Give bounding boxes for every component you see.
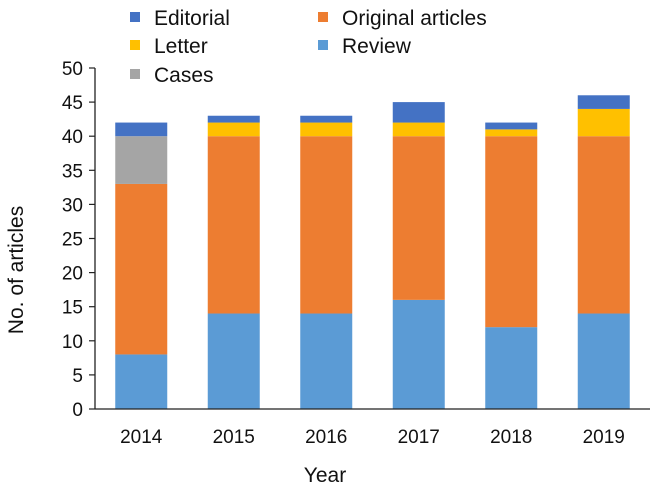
y-tick-label: 5 — [72, 366, 83, 387]
bar-original-articles-2014 — [115, 183, 168, 355]
bar-editorial-2018 — [485, 122, 538, 130]
bar-original-articles-2016 — [300, 136, 353, 314]
bar-editorial-2015 — [207, 115, 260, 123]
y-tick-label: 15 — [62, 298, 83, 319]
legend-label: Letter — [154, 35, 208, 58]
x-tick-label: 2018 — [490, 427, 532, 448]
bar-review-2015 — [207, 313, 260, 409]
y-tick-label: 10 — [62, 332, 83, 353]
y-tick-label: 30 — [62, 195, 83, 216]
bar-original-articles-2015 — [207, 136, 260, 314]
bar-cases-2014 — [115, 136, 168, 184]
legend-swatch — [130, 12, 140, 22]
bar-review-2018 — [485, 327, 538, 409]
bar-editorial-2016 — [300, 115, 353, 123]
bar-review-2017 — [392, 299, 445, 409]
x-tick-label: 2019 — [583, 427, 625, 448]
y-tick-label: 40 — [62, 127, 83, 148]
y-tick-label: 20 — [62, 264, 83, 285]
legend-label: Review — [342, 35, 412, 58]
bar-review-2019 — [577, 313, 630, 409]
x-tick-label: 2017 — [398, 427, 440, 448]
legend-label: Editorial — [154, 7, 230, 30]
x-axis-title: Year — [304, 464, 346, 487]
bar-review-2014 — [115, 354, 168, 409]
x-tick-label: 2014 — [120, 427, 163, 448]
legend-label: Original articles — [342, 7, 487, 30]
y-tick-label: 0 — [72, 400, 83, 421]
bar-editorial-2019 — [577, 95, 630, 109]
legend-label: Cases — [154, 64, 214, 87]
bar-original-articles-2018 — [485, 136, 538, 328]
bars — [115, 95, 630, 409]
bar-review-2016 — [300, 313, 353, 409]
legend-swatch — [318, 40, 328, 50]
x-tick-label: 2016 — [305, 427, 347, 448]
y-axis: 0 5 10 15 20 25 30 35 40 45 50 — [62, 59, 96, 421]
legend: Editorial Original articles Letter Review Ca… — [130, 7, 487, 87]
legend-swatch — [130, 40, 140, 50]
bar-editorial-2014 — [115, 122, 168, 137]
legend-swatch — [318, 12, 328, 22]
y-tick-label: 25 — [62, 230, 83, 251]
bar-letter-2015 — [207, 122, 260, 137]
x-axis: 2014 2015 2016 2017 2018 2019 — [95, 408, 650, 448]
bar-letter-2019 — [577, 108, 630, 137]
bar-editorial-2017 — [392, 102, 445, 123]
legend-swatch — [130, 69, 140, 79]
bar-letter-2017 — [392, 122, 445, 137]
y-tick-label: 45 — [62, 93, 83, 114]
y-tick-label: 50 — [62, 59, 83, 80]
bar-original-articles-2017 — [392, 136, 445, 300]
bar-original-articles-2019 — [577, 136, 630, 314]
y-axis-title: No. of articles — [5, 206, 28, 334]
bar-letter-2018 — [485, 129, 538, 137]
bar-letter-2016 — [300, 122, 353, 137]
y-tick-label: 35 — [62, 161, 83, 182]
x-tick-label: 2015 — [213, 427, 255, 448]
